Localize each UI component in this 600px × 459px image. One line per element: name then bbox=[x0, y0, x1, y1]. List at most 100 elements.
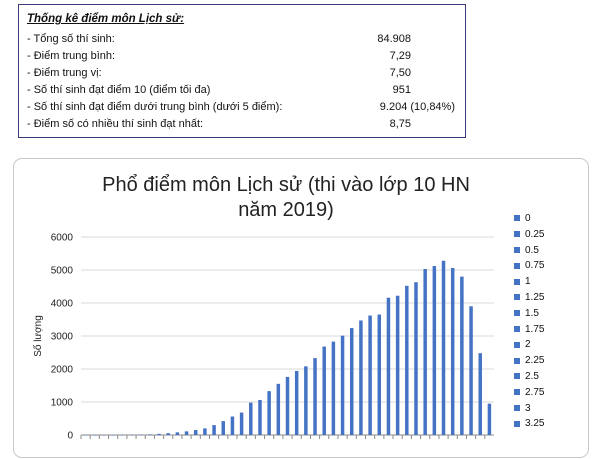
stat-value: 8,75 bbox=[389, 118, 411, 130]
bar bbox=[414, 282, 418, 435]
bar bbox=[175, 432, 180, 435]
legend-swatch bbox=[514, 373, 520, 380]
bar bbox=[340, 335, 345, 435]
bar bbox=[359, 320, 363, 435]
legend-item: 1.5 bbox=[514, 308, 539, 322]
bar bbox=[193, 430, 198, 435]
chart-plot: 0 1000 2000 3000 4000 5000 6000 Số lượng bbox=[32, 233, 494, 442]
stat-label: - Tổng số thí sinh: bbox=[27, 33, 115, 45]
bar bbox=[313, 358, 317, 435]
stat-value: 9.204 (10,84%) bbox=[379, 101, 455, 113]
bar bbox=[203, 428, 207, 435]
legend-label: 1.75 bbox=[525, 323, 545, 335]
stat-value: 7,50 bbox=[389, 67, 411, 79]
legend-swatch bbox=[514, 404, 520, 411]
y-tick-label: 2000 bbox=[51, 365, 74, 376]
legend-label: 1 bbox=[525, 276, 531, 288]
legend-label: 2 bbox=[525, 339, 531, 351]
legend-label: 0.75 bbox=[525, 260, 545, 272]
legend-label: 2.75 bbox=[525, 386, 545, 398]
legend-label: 3 bbox=[525, 402, 531, 414]
stat-row-total: - Tổng số thí sinh: 84.908 bbox=[27, 33, 459, 50]
bar bbox=[294, 370, 299, 435]
legend-item: 2.5 bbox=[514, 371, 539, 385]
bar bbox=[221, 421, 225, 435]
legend-swatch bbox=[514, 294, 520, 301]
stat-label: - Điểm trung bình: bbox=[27, 50, 116, 62]
y-tick-label: 4000 bbox=[51, 299, 74, 310]
bar bbox=[432, 266, 437, 435]
legend-item: 0.25 bbox=[514, 229, 544, 243]
legend-label: 1.25 bbox=[525, 292, 545, 303]
bar bbox=[249, 402, 253, 435]
y-tick-label: 6000 bbox=[51, 233, 74, 244]
legend-item: 1.25 bbox=[514, 292, 544, 306]
legend-item: 2.25 bbox=[514, 355, 544, 369]
stat-label: - Số thí sinh đạt điểm dưới trung bình (… bbox=[27, 101, 283, 113]
bar bbox=[350, 328, 354, 435]
legend-item: 0.75 bbox=[514, 260, 544, 274]
bar bbox=[377, 314, 382, 435]
legend-item: 2 bbox=[514, 339, 531, 353]
legend-swatch bbox=[514, 357, 520, 364]
legend-item: 0.5 bbox=[514, 245, 539, 259]
stat-value: 951 bbox=[392, 84, 411, 96]
legend-swatch bbox=[514, 420, 520, 427]
bar bbox=[120, 434, 125, 436]
legend-swatch bbox=[514, 246, 520, 253]
y-tick-label: 5000 bbox=[51, 266, 74, 277]
bar bbox=[267, 391, 271, 435]
bar bbox=[368, 315, 372, 435]
legend-label: 0.5 bbox=[525, 244, 539, 256]
legend-swatch bbox=[514, 310, 520, 317]
bar bbox=[386, 297, 391, 435]
legend-swatch bbox=[514, 215, 520, 222]
bar bbox=[102, 434, 106, 436]
bar bbox=[258, 400, 262, 435]
y-tick-label: 1000 bbox=[51, 398, 74, 409]
bar bbox=[441, 260, 446, 435]
stat-value: 7,29 bbox=[389, 50, 411, 62]
bar bbox=[276, 383, 281, 435]
chart-panel: Phổ điểm môn Lịch sử (thi vào lớp 10 HN … bbox=[13, 158, 589, 458]
stat-label: - Điểm số có nhiều thí sinh đạt nhất: bbox=[27, 118, 204, 130]
legend-item: 3 bbox=[514, 403, 531, 417]
legend-item: 1 bbox=[514, 276, 531, 290]
bar bbox=[478, 353, 482, 435]
legend-label: 2.25 bbox=[525, 355, 545, 367]
legend-swatch bbox=[514, 325, 520, 332]
bar bbox=[405, 285, 409, 435]
statistics-box: Thống kê điểm môn Lịch sử: - Tổng số thí… bbox=[18, 4, 466, 138]
bar bbox=[460, 276, 464, 435]
bar bbox=[469, 306, 473, 435]
legend-swatch bbox=[514, 278, 520, 285]
statistics-title: Thống kê điểm môn Lịch sử: bbox=[27, 13, 185, 25]
stat-row-median: - Điểm trung vị: 7,50 bbox=[27, 67, 459, 84]
stat-row-mode: - Điểm số có nhiều thí sinh đạt nhất: 8,… bbox=[27, 118, 459, 135]
legend-label: 3.25 bbox=[525, 418, 545, 430]
chart-title-line2: năm 2019) bbox=[238, 199, 334, 221]
bar bbox=[148, 434, 152, 435]
bar bbox=[423, 269, 427, 435]
bar bbox=[138, 434, 143, 436]
legend-label: 0 bbox=[525, 213, 531, 224]
chart-title-line1: Phổ điểm môn Lịch sử (thi vào lớp 10 HN bbox=[102, 174, 470, 196]
bar bbox=[166, 433, 170, 435]
legend-item: 1.75 bbox=[514, 324, 544, 338]
stat-label: - Số thí sinh đạt điểm 10 (điểm tối đa) bbox=[27, 84, 211, 96]
legend-label: 2.5 bbox=[525, 371, 539, 382]
legend-item: 0 bbox=[514, 213, 531, 227]
bar bbox=[450, 268, 455, 435]
bar bbox=[157, 433, 161, 435]
legend-label: 0.25 bbox=[525, 228, 545, 240]
bar bbox=[129, 434, 134, 436]
bar bbox=[239, 412, 244, 435]
y-tick-label: 0 bbox=[67, 431, 73, 442]
legend-label: 1.5 bbox=[525, 307, 539, 319]
bar bbox=[304, 366, 308, 435]
bar bbox=[322, 346, 326, 435]
legend-swatch bbox=[514, 389, 520, 396]
stat-row-mean: - Điểm trung bình: 7,29 bbox=[27, 50, 459, 67]
legend-swatch bbox=[514, 231, 520, 238]
legend-item: 2.75 bbox=[514, 387, 544, 401]
